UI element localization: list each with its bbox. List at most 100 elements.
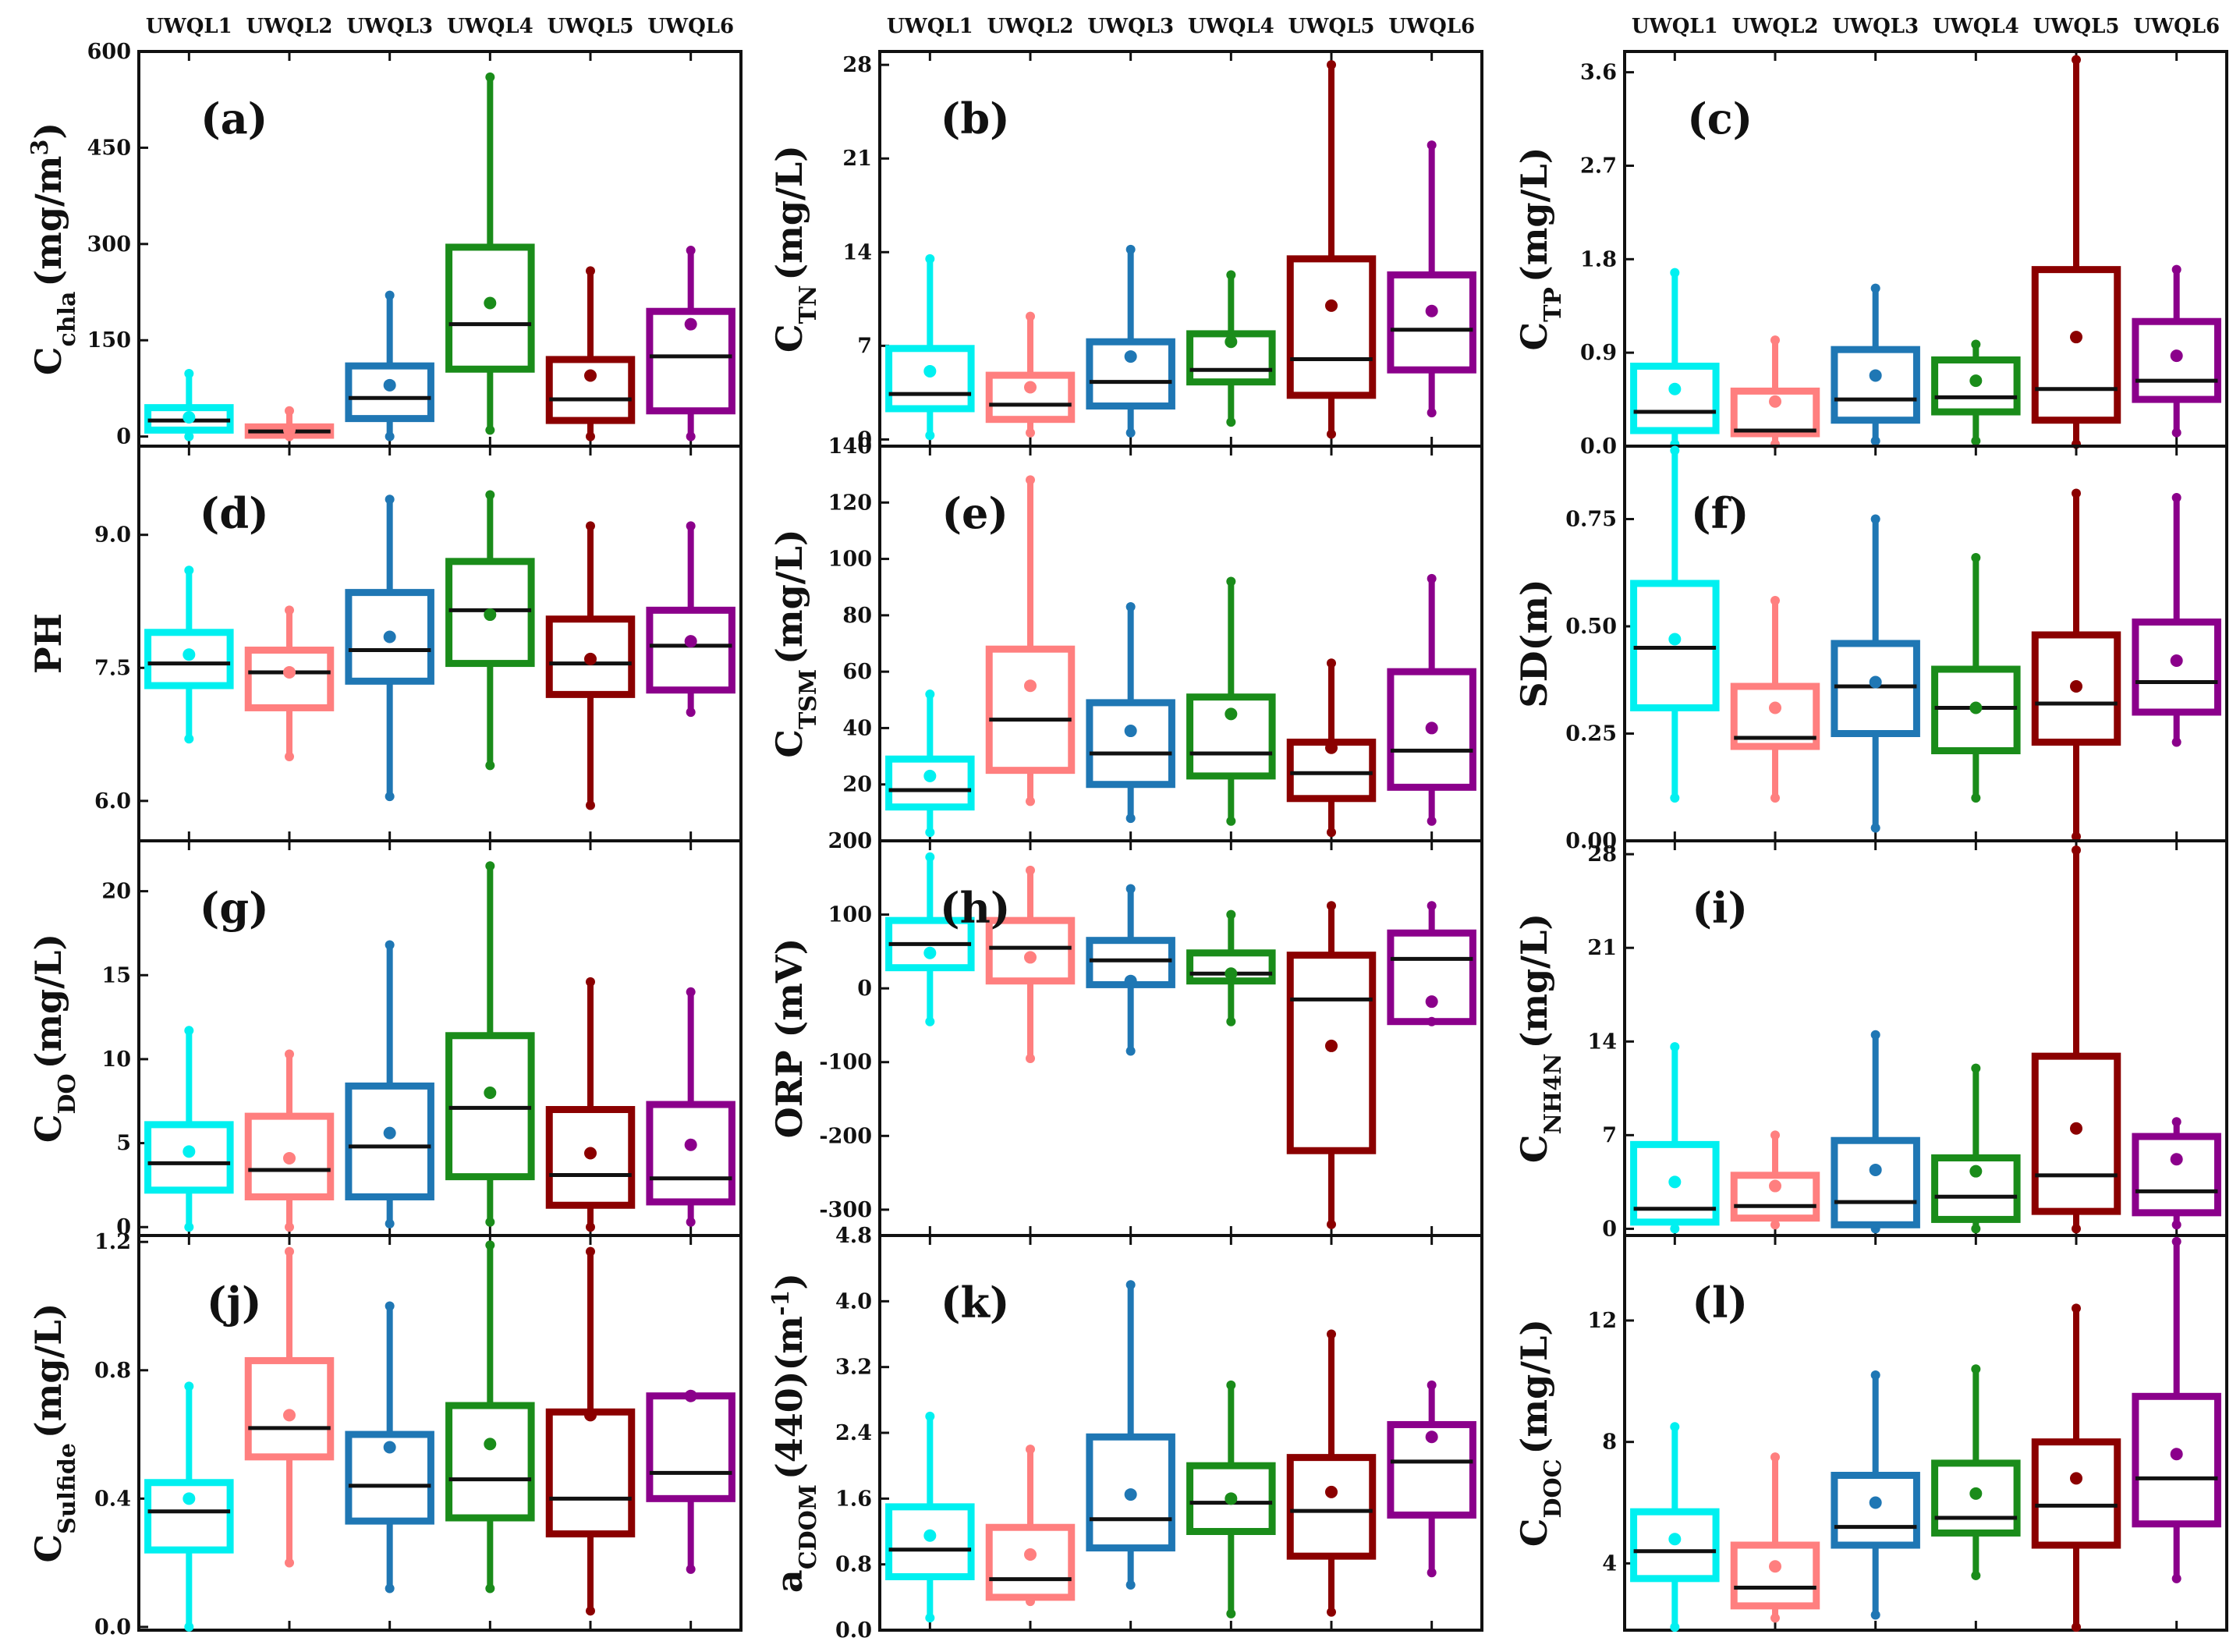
whisker-cap: [925, 1411, 935, 1421]
whisker-cap: [686, 1564, 696, 1574]
y-tick-label: 100: [828, 903, 872, 927]
iqr-box: [1831, 1471, 1920, 1549]
y-tick-label: 7.5: [94, 656, 131, 680]
category-label: UWQL2: [987, 15, 1074, 38]
y-tick-label: 300: [87, 232, 131, 257]
box-UWQL4: [1931, 1364, 2021, 1580]
whisker-cap: [686, 987, 696, 997]
box-UWQL5: [545, 1246, 636, 1616]
mean-marker: [1225, 1492, 1238, 1505]
iqr-box: [345, 589, 434, 685]
iqr-box: [1387, 668, 1476, 791]
y-tick-label: 100: [828, 548, 872, 572]
y-tick-label: 3.2: [835, 1356, 872, 1380]
whisker-cap: [1226, 576, 1236, 587]
mean-marker: [1124, 350, 1137, 363]
box-UWQL3: [1086, 244, 1175, 438]
y-tick-label: 80: [842, 604, 872, 628]
whisker-cap: [485, 760, 495, 771]
iqr-box: [1186, 693, 1276, 780]
box-UWQL3: [345, 1301, 434, 1594]
whisker-cap: [485, 72, 495, 82]
whisker-cap: [1226, 816, 1236, 826]
whisker-cap: [1670, 793, 1680, 803]
y-axis-label: CTN(mg/L): [768, 145, 822, 353]
box-UWQL4: [445, 72, 535, 435]
box-UWQL3: [1831, 283, 1920, 446]
iqr-box: [1931, 665, 2021, 754]
iqr-box: [445, 1402, 535, 1522]
whisker-cap: [1670, 445, 1680, 456]
category-label: UWQL1: [146, 15, 232, 38]
y-tick-label: 2.4: [835, 1421, 872, 1445]
iqr-box: [2031, 266, 2121, 424]
mean-marker: [1425, 1430, 1438, 1444]
panel-label: (b): [941, 94, 1010, 144]
iqr-box: [985, 645, 1076, 775]
whisker-cap: [1026, 475, 1035, 485]
box-UWQL5: [1286, 60, 1377, 439]
whisker-cap: [586, 1606, 595, 1616]
box-UWQL3: [345, 940, 434, 1228]
mean-marker: [1668, 382, 1682, 395]
box-UWQL2: [244, 605, 335, 761]
box-UWQL2: [244, 1049, 335, 1232]
iqr-box: [2132, 619, 2221, 716]
mean-marker: [183, 648, 196, 661]
iqr-box: [1086, 338, 1175, 410]
y-tick-label: 21: [842, 147, 872, 171]
whisker-cap: [285, 406, 294, 416]
category-label: UWQL6: [647, 15, 734, 38]
y-axis-label: aCDOM(440)(m-1): [767, 1273, 822, 1593]
y-tick-label: 0: [116, 425, 131, 449]
mean-marker: [1225, 707, 1238, 721]
box-UWQL5: [545, 977, 636, 1232]
whisker-cap: [285, 751, 294, 761]
whisker-cap: [1427, 573, 1437, 583]
mean-marker: [684, 635, 697, 648]
mean-marker: [1425, 304, 1438, 317]
box-UWQL1: [885, 852, 975, 1026]
whisker-cap: [385, 431, 395, 441]
iqr-box: [646, 1101, 735, 1206]
mean-marker: [1124, 725, 1137, 738]
whisker-cap: [1971, 1063, 1981, 1073]
mean-marker: [1425, 721, 1438, 735]
mean-marker: [1869, 369, 1882, 382]
panel-frame: [1623, 1234, 2228, 1632]
panel-f: 0.00 0.25 0.50 0.75 (f) SD(m): [1513, 445, 2228, 853]
box-UWQL6: [646, 987, 735, 1227]
mean-marker: [1869, 1163, 1882, 1176]
whisker-cap: [1125, 602, 1136, 612]
y-tick-label: 1.2: [94, 1230, 131, 1254]
iqr-box: [2031, 1052, 2121, 1215]
y-axis-label: CNH4N(mg/L): [1513, 913, 1567, 1163]
whisker-cap: [1327, 1607, 1336, 1617]
whisker-cap: [2072, 831, 2081, 842]
mean-marker: [2170, 1448, 2183, 1461]
whisker-cap: [1770, 596, 1780, 605]
y-tick-label: 12: [1587, 1309, 1617, 1333]
y-tick-label: 600: [87, 40, 131, 64]
whisker-cap: [1327, 901, 1336, 911]
mean-marker: [684, 1138, 697, 1151]
box-UWQL6: [2132, 264, 2221, 438]
y-tick-label: 1.6: [835, 1487, 872, 1511]
whisker-cap: [385, 1301, 395, 1311]
y-tick-label: 8: [1602, 1430, 1617, 1455]
whisker-cap: [586, 521, 595, 531]
category-label: UWQL3: [346, 15, 433, 38]
mean-marker: [923, 364, 937, 378]
box-UWQL6: [2132, 1236, 2221, 1583]
iqr-box: [1387, 929, 1476, 1026]
y-tick-label: 40: [842, 716, 872, 740]
box-UWQL3: [345, 290, 434, 441]
whisker-cap: [1971, 436, 1981, 446]
iqr-box: [2031, 631, 2121, 746]
whisker-cap: [1125, 1046, 1136, 1056]
y-axis-label: CDOC(mg/L): [1513, 1319, 1567, 1547]
y-tick-label: 9.0: [94, 523, 131, 548]
iqr-box: [545, 356, 636, 424]
iqr-box: [985, 1523, 1076, 1601]
